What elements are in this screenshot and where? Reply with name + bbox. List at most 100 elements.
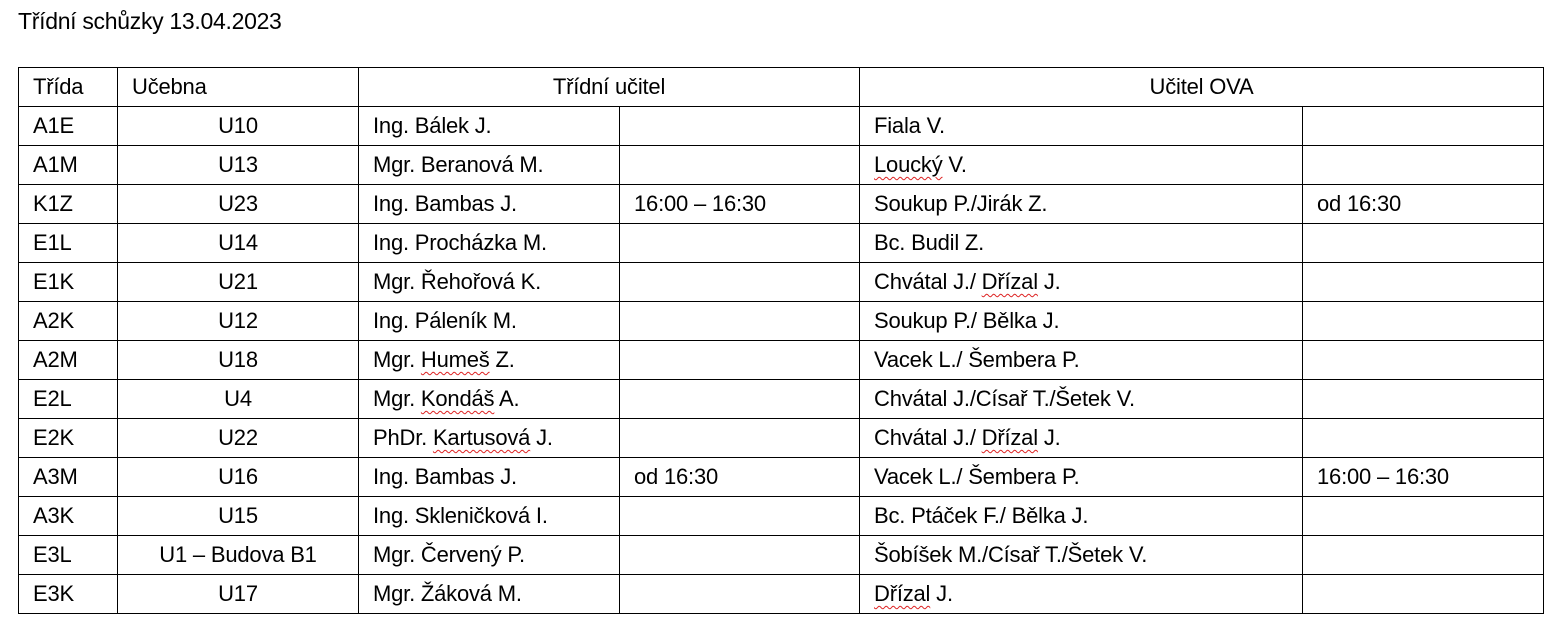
- cell-cas-ova: [1301, 535, 1545, 575]
- cell-ucitel-ova: Loucký V.: [859, 145, 1303, 185]
- spellcheck-flagged-word: Loucký: [874, 152, 943, 177]
- cell-trida: A2K: [18, 301, 118, 341]
- cell-tridni-ucitel: Mgr. Řehořová K.: [358, 262, 620, 302]
- table-row: E2K U22 PhDr. Kartusová J. Chvátal J./ Dříz…: [18, 418, 1545, 458]
- table-row: A3K U15 Ing. Skleničková I. Bc. Ptáček F./ …: [18, 496, 1545, 536]
- cell-ucebna: U15: [117, 496, 359, 536]
- cell-ucitel-ova: Chvátal J./Císař T./Šetek V.: [859, 379, 1303, 419]
- table-row: A3M U16 Ing. Bambas J. od 16:30 Vacek L./ Še…: [18, 457, 1545, 497]
- cell-trida: K1Z: [18, 184, 118, 224]
- cell-cas-ova: [1301, 340, 1545, 380]
- cell-trida: A1E: [18, 106, 118, 146]
- cell-ucebna: U21: [117, 262, 359, 302]
- document-title: Třídní schůzky 13.04.2023: [18, 8, 282, 34]
- cell-ucebna: U18: [117, 340, 359, 380]
- cell-tridni-ucitel: PhDr. Kartusová J.: [358, 418, 620, 458]
- cell-ucebna: U16: [117, 457, 359, 497]
- spellcheck-flagged-word: Kartusová: [432, 425, 531, 450]
- cell-trida: E2L: [18, 379, 118, 419]
- header-ucitel-ova: Učitel OVA: [858, 67, 1545, 107]
- header-row: Třída Učebna Třídní učitel Učitel OVA: [18, 67, 1545, 107]
- table-row: E1L U14 Ing. Procházka M. Bc. Budil Z.: [18, 223, 1545, 263]
- cell-ucebna: U10: [117, 106, 359, 146]
- table-row: E3K U17 Mgr. Žáková M. Dřízal J.: [18, 574, 1545, 614]
- cell-tridni-ucitel: Ing. Skleničková I.: [358, 496, 620, 536]
- cell-cas-ucitel: [619, 223, 860, 263]
- table-row: A1E U10 Ing. Bálek J. Fiala V.: [18, 106, 1545, 146]
- cell-ucitel-ova: Chvátal J./ Dřízal J.: [859, 262, 1303, 302]
- cell-ucitel-ova: Šobíšek M./Císař T./Šetek V.: [859, 535, 1303, 575]
- table-row: K1Z U23 Ing. Bambas J. 16:00 – 16:30 Soukup …: [18, 184, 1545, 224]
- cell-trida: E3L: [18, 535, 118, 575]
- spellcheck-flagged-word: Dřízal: [874, 581, 931, 606]
- cell-tridni-ucitel: Mgr. Červený P.: [358, 535, 620, 575]
- cell-cas-ucitel: [619, 379, 860, 419]
- cell-ucebna: U23: [117, 184, 359, 224]
- cell-cas-ucitel: od 16:30: [619, 457, 860, 497]
- cell-cas-ucitel: [619, 574, 860, 614]
- schedule-table: Třída Učebna Třídní učitel Učitel OVA A1…: [18, 67, 1545, 614]
- cell-trida: E1L: [18, 223, 118, 263]
- cell-cas-ova: [1301, 418, 1545, 458]
- table-row: E3L U1 – Budova B1 Mgr. Červený P. Šobíšek …: [18, 535, 1545, 575]
- cell-ucebna: U14: [117, 223, 359, 263]
- cell-cas-ucitel: [619, 340, 860, 380]
- cell-trida: A2M: [18, 340, 118, 380]
- cell-ucebna: U13: [117, 145, 359, 185]
- cell-cas-ova: [1301, 496, 1545, 536]
- cell-tridni-ucitel: Ing. Páleník M.: [358, 301, 620, 341]
- cell-cas-ucitel: [619, 301, 860, 341]
- table-row: A2K U12 Ing. Páleník M. Soukup P./ Bělka J.: [18, 301, 1545, 341]
- cell-ucebna: U4: [117, 379, 359, 419]
- table-row: E1K U21 Mgr. Řehořová K. Chvátal J./ Dřízal…: [18, 262, 1545, 302]
- cell-tridni-ucitel: Ing. Procházka M.: [358, 223, 620, 263]
- cell-ucitel-ova: Soukup P./ Bělka J.: [859, 301, 1303, 341]
- cell-tridni-ucitel: Mgr. Beranová M.: [358, 145, 620, 185]
- cell-cas-ova: [1301, 106, 1545, 146]
- cell-ucitel-ova: Bc. Budil Z.: [859, 223, 1303, 263]
- cell-tridni-ucitel: Ing. Bálek J.: [358, 106, 620, 146]
- cell-cas-ova: [1301, 223, 1545, 263]
- cell-cas-ova: [1301, 145, 1545, 185]
- cell-cas-ucitel: [619, 418, 860, 458]
- cell-trida: E3K: [18, 574, 118, 614]
- cell-ucebna: U22: [117, 418, 359, 458]
- cell-tridni-ucitel: Ing. Bambas J.: [358, 184, 620, 224]
- cell-cas-ova: [1301, 574, 1545, 614]
- cell-ucitel-ova: Chvátal J./ Dřízal J.: [859, 418, 1303, 458]
- cell-tridni-ucitel: Mgr. Kondáš A.: [358, 379, 620, 419]
- cell-cas-ova: [1301, 262, 1545, 302]
- cell-tridni-ucitel: Ing. Bambas J.: [358, 457, 620, 497]
- cell-ucebna: U1 – Budova B1: [117, 535, 359, 575]
- cell-cas-ucitel: [619, 145, 860, 185]
- cell-cas-ucitel: [619, 262, 860, 302]
- cell-cas-ucitel: [619, 496, 860, 536]
- cell-tridni-ucitel: Mgr. Humeš Z.: [358, 340, 620, 380]
- cell-ucebna: U17: [117, 574, 359, 614]
- spellcheck-flagged-word: Kondáš: [420, 386, 495, 411]
- cell-trida: E2K: [18, 418, 118, 458]
- table-row: A2M U18 Mgr. Humeš Z. Vacek L./ Šembera P.: [18, 340, 1545, 380]
- spellcheck-flagged-word: Dřízal: [981, 269, 1038, 294]
- table-row: A1M U13 Mgr. Beranová M. Loucký V.: [18, 145, 1545, 185]
- cell-trida: E1K: [18, 262, 118, 302]
- cell-cas-ova: [1301, 379, 1545, 419]
- cell-ucitel-ova: Fiala V.: [859, 106, 1303, 146]
- cell-tridni-ucitel: Mgr. Žáková M.: [358, 574, 620, 614]
- header-ucebna: Učebna: [117, 67, 359, 107]
- cell-cas-ucitel: [619, 106, 860, 146]
- cell-cas-ucitel: 16:00 – 16:30: [619, 184, 860, 224]
- cell-trida: A1M: [18, 145, 118, 185]
- spellcheck-flagged-word: Dřízal: [981, 425, 1038, 450]
- cell-trida: A3M: [18, 457, 118, 497]
- cell-cas-ova: 16:00 – 16:30: [1301, 457, 1545, 497]
- cell-cas-ova: [1301, 301, 1545, 341]
- cell-trida: A3K: [18, 496, 118, 536]
- header-trida: Třída: [18, 67, 118, 107]
- spellcheck-flagged-word: Humeš: [420, 347, 490, 372]
- cell-ucitel-ova: Bc. Ptáček F./ Bělka J.: [859, 496, 1303, 536]
- cell-ucitel-ova: Soukup P./Jirák Z.: [859, 184, 1303, 224]
- cell-ucitel-ova: Dřízal J.: [859, 574, 1303, 614]
- cell-cas-ucitel: [619, 535, 860, 575]
- header-tridni-ucitel: Třídní učitel: [358, 67, 860, 107]
